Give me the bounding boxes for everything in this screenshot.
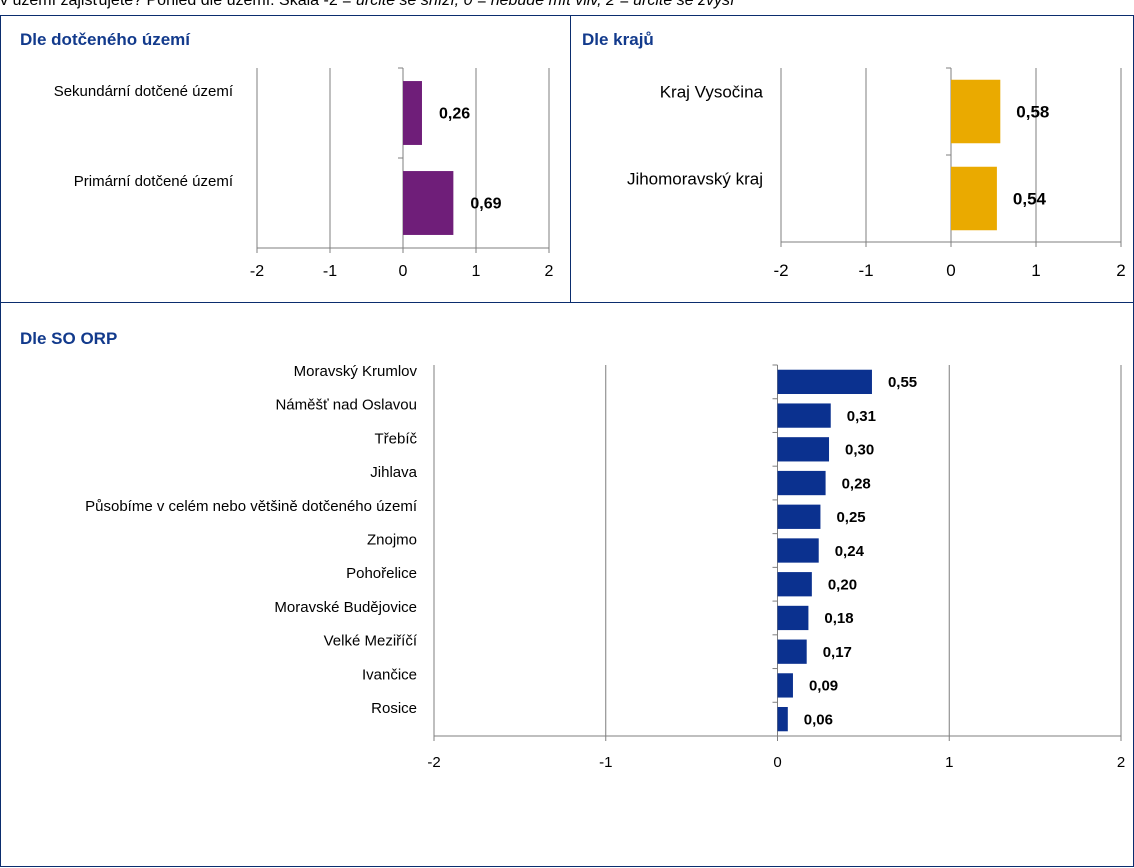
orp-bar bbox=[777, 706, 788, 732]
orp-x-tick-label: -1 bbox=[599, 754, 612, 771]
region-chart-panel: Dle krajů -2 -1 0 1 2 0,58 Kraj Vysočina 0,54 Ji… bbox=[570, 15, 1134, 303]
orp-chart-panel: Dle SO ORP -2 -1 0 1 2 0,55 Moravský Krumlov 0,… bbox=[0, 302, 1134, 867]
orp-value-label: 0,24 bbox=[835, 543, 865, 560]
question-header: v území zajišťujete? Pohled dle území. Š… bbox=[0, 0, 1134, 12]
orp-x-tick-label: 2 bbox=[1117, 754, 1125, 771]
region-chart: -2 -1 0 1 2 0,58 Kraj Vysočina 0,54 Jihomoravský… bbox=[627, 67, 1126, 280]
orp-value-label: 0,28 bbox=[842, 475, 871, 492]
orp-value-label: 0,20 bbox=[828, 576, 857, 593]
territory-x-tick-label: 1 bbox=[472, 263, 481, 280]
orp-value-label: 0,25 bbox=[836, 509, 865, 526]
territory-x-tick-label: -2 bbox=[250, 263, 264, 280]
region-bar bbox=[951, 166, 997, 231]
orp-value-label: 0,06 bbox=[804, 711, 833, 728]
orp-value-label: 0,09 bbox=[809, 678, 838, 695]
region-x-tick-label: 2 bbox=[1116, 261, 1125, 280]
orp-bar bbox=[777, 437, 830, 462]
orp-value-label: 0,55 bbox=[888, 374, 917, 391]
orp-category-label: Náměšť nad Oslavou bbox=[275, 397, 417, 414]
orp-bar bbox=[777, 673, 793, 698]
orp-category-label: Velké Meziříčí bbox=[324, 633, 418, 650]
orp-bar bbox=[777, 639, 807, 664]
orp-value-label: 0,18 bbox=[824, 610, 853, 627]
orp-bar bbox=[777, 538, 819, 563]
orp-category-label: Znojmo bbox=[367, 532, 417, 549]
orp-value-label: 0,31 bbox=[847, 408, 876, 425]
region-value-label: 0,54 bbox=[1013, 189, 1047, 208]
region-x-tick-label: -1 bbox=[858, 261, 873, 280]
territory-bar bbox=[403, 171, 454, 235]
region-category-label: Jihomoravský kraj bbox=[627, 170, 763, 189]
orp-x-tick-label: -2 bbox=[427, 754, 440, 771]
orp-chart-title: Dle SO ORP bbox=[20, 329, 118, 348]
territory-chart: -2 -1 0 1 2 0,26 Sekundární dotčené území 0,69 P… bbox=[54, 67, 554, 280]
orp-category-label: Působíme v celém nebo většině dotčeného … bbox=[85, 498, 418, 515]
orp-chart: -2 -1 0 1 2 0,55 Moravský Krumlov 0,31 Náměšť na… bbox=[85, 363, 1125, 771]
orp-value-label: 0,30 bbox=[845, 442, 874, 459]
region-x-tick-label: -2 bbox=[773, 261, 788, 280]
question-text: v území zajišťujete? Pohled dle území. Š… bbox=[0, 0, 356, 9]
orp-value-label: 0,17 bbox=[823, 644, 852, 661]
orp-bar bbox=[777, 369, 872, 395]
territory-x-tick-label: 0 bbox=[399, 263, 408, 280]
territory-x-tick-label: -1 bbox=[323, 263, 337, 280]
region-bar bbox=[951, 79, 1001, 144]
region-category-label: Kraj Vysočina bbox=[660, 83, 764, 102]
region-x-tick-label: 0 bbox=[946, 261, 955, 280]
territory-category-label: Sekundární dotčené území bbox=[54, 83, 234, 100]
orp-category-label: Rosice bbox=[371, 700, 417, 717]
orp-category-label: Třebíč bbox=[374, 430, 417, 447]
scale-description: určitě se sníží, 0 = nebude mít vliv, 2 … bbox=[355, 0, 735, 9]
orp-bar bbox=[777, 504, 821, 529]
territory-value-label: 0,69 bbox=[470, 196, 501, 213]
territory-chart-panel: Dle dotčeného území -2 -1 0 1 2 0,26 Sekundárn… bbox=[0, 15, 571, 303]
orp-category-label: Jihlava bbox=[370, 464, 417, 481]
orp-category-label: Moravské Budějovice bbox=[274, 599, 417, 616]
orp-bar bbox=[777, 605, 809, 631]
territory-value-label: 0,26 bbox=[439, 106, 470, 123]
orp-bar bbox=[777, 403, 831, 428]
territory-bar bbox=[403, 81, 422, 145]
territory-x-tick-label: 2 bbox=[545, 263, 554, 280]
territory-category-label: Primární dotčené území bbox=[74, 173, 234, 190]
region-x-tick-label: 1 bbox=[1031, 261, 1040, 280]
region-chart-title: Dle krajů bbox=[582, 30, 654, 49]
orp-bar bbox=[777, 470, 826, 496]
orp-category-label: Pohořelice bbox=[346, 565, 417, 582]
orp-x-tick-label: 1 bbox=[945, 754, 953, 771]
orp-category-label: Ivančice bbox=[362, 666, 417, 683]
orp-x-tick-label: 0 bbox=[773, 754, 781, 771]
orp-bar bbox=[777, 572, 812, 597]
orp-category-label: Moravský Krumlov bbox=[294, 363, 418, 380]
region-value-label: 0,58 bbox=[1016, 102, 1049, 121]
territory-chart-title: Dle dotčeného území bbox=[20, 30, 191, 49]
